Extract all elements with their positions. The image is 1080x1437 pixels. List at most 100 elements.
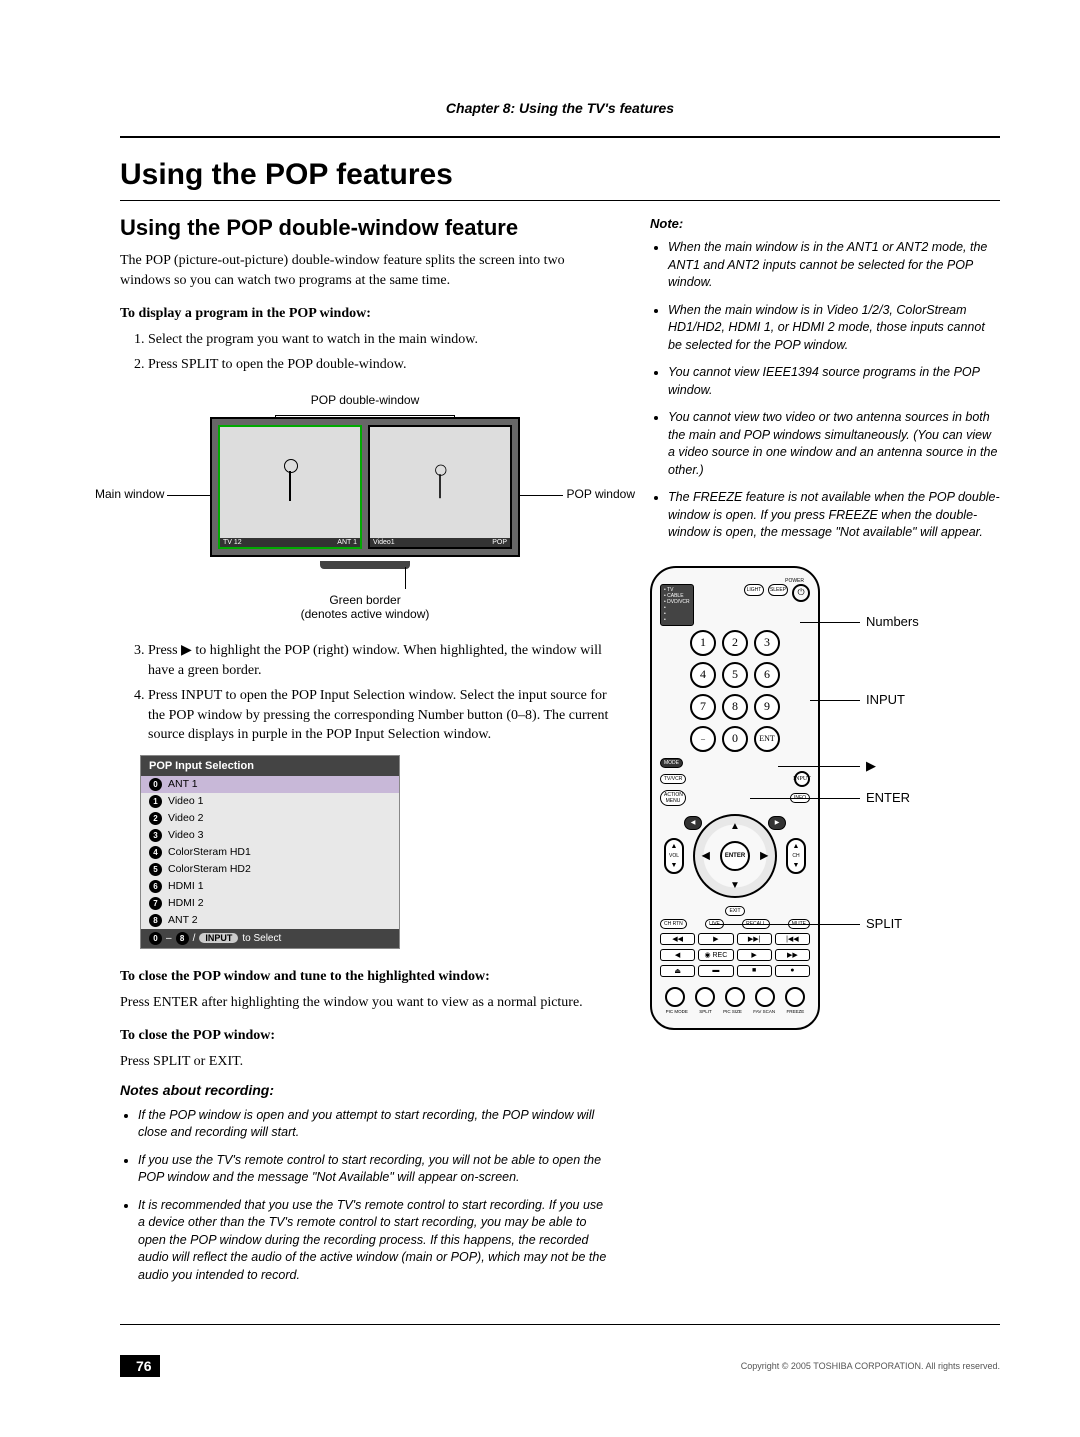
diagram-top-label: POP double-window xyxy=(120,393,610,407)
channel-rocker: ▲CH▼ xyxy=(786,838,806,874)
exit-button: EXIT xyxy=(725,906,744,916)
stick-figure-icon xyxy=(424,463,456,511)
volume-rocker: ▲VOL▼ xyxy=(664,838,684,874)
note-r-4: You cannot view two video or two antenna… xyxy=(668,409,1000,479)
number-badge-icon: 4 xyxy=(149,846,162,859)
pop-sel-label: Video 2 xyxy=(168,812,203,824)
transport-button: ▶▶| xyxy=(737,933,772,945)
pop-window-label: POP window xyxy=(567,487,635,501)
dpad-right-icon: ▶ xyxy=(760,850,768,861)
pop-sel-row: 7HDMI 2 xyxy=(141,895,399,912)
sub-display: To display a program in the POP window: xyxy=(120,304,610,324)
pane2-right: POP xyxy=(492,539,507,546)
transport-button: ⏏ xyxy=(660,965,695,977)
pop-sel-label: ColorSteram HD2 xyxy=(168,863,251,875)
callout-line-split xyxy=(710,924,860,925)
note-r-2: When the main window is in Video 1/2/3, … xyxy=(668,302,1000,355)
sleep-button: SLEEP xyxy=(768,584,788,596)
small-button: CH RTN xyxy=(660,919,687,929)
callout-line-right xyxy=(778,766,860,767)
transport-button: ▬ xyxy=(698,965,733,977)
light-button: LIGHT xyxy=(744,584,764,596)
note-rec-1: If the POP window is open and you attemp… xyxy=(138,1107,610,1142)
pane1-left: TV 12 xyxy=(223,539,242,546)
number-badge-icon: 0 xyxy=(149,778,162,791)
step-2: Press SPLIT to open the POP double-windo… xyxy=(148,355,610,375)
transport-button: |◀◀ xyxy=(775,933,810,945)
callout-line-numbers xyxy=(800,622,860,623)
dpad-down-icon: ▼ xyxy=(730,880,740,891)
right-column: Note: When the main window is in the ANT… xyxy=(650,215,1000,1294)
pop-sel-label: HDMI 2 xyxy=(168,897,204,909)
dpad-area: ▲ ▼ ◀ ▶ ENTER ▲CH▼ ▲VOL▼ ◀ ▶ xyxy=(660,812,810,900)
tvvcr-button: TV/VCR xyxy=(660,774,686,784)
transport-button: ◀ xyxy=(660,949,695,961)
transport-button: ▶ xyxy=(737,949,772,961)
dpad-left-icon: ◀ xyxy=(702,850,710,861)
pop-sel-label: ColorSteram HD1 xyxy=(168,846,251,858)
pic-size-button xyxy=(725,987,745,1007)
note-rec-3: It is recommended that you use the TV's … xyxy=(138,1197,610,1285)
chapter-header: Chapter 8: Using the TV's features xyxy=(120,100,1000,116)
pop-sel-row: 2Video 2 xyxy=(141,810,399,827)
page-number: 76 xyxy=(120,1355,160,1377)
number-badge-icon: 6 xyxy=(149,880,162,893)
note-r-3: You cannot view IEEE1394 source programs… xyxy=(668,364,1000,399)
intro-paragraph: The POP (picture-out-picture) double-win… xyxy=(120,251,610,290)
number-badge-icon: 3 xyxy=(149,829,162,842)
sub-close-tune: To close the POP window and tune to the … xyxy=(120,967,610,987)
number-badge-icon: 5 xyxy=(149,863,162,876)
rule-bottom xyxy=(120,1324,1000,1325)
pop-sel-row: 8 ANT 2 xyxy=(141,912,399,929)
callout-numbers: Numbers xyxy=(866,614,919,629)
number-badge-icon: 8 xyxy=(149,914,162,927)
green-border-label: Green border (denotes active window) xyxy=(175,593,555,621)
pop-sel-row: 4 ColorSteram HD1 xyxy=(141,844,399,861)
number-key: 5 xyxy=(722,662,748,688)
copyright-text: Copyright © 2005 TOSHIBA CORPORATION. Al… xyxy=(741,1361,1000,1371)
callout-enter: ENTER xyxy=(866,790,910,805)
steps-list-cont: Press ▶ to highlight the POP (right) win… xyxy=(148,641,610,745)
page-title: Using the POP features xyxy=(120,158,1000,192)
number-badge-icon: 1 xyxy=(149,795,162,808)
transport-button: ◉ REC xyxy=(698,949,733,961)
number-pad: 123456789–0ENT xyxy=(660,630,810,752)
power-button: ⏻ xyxy=(792,584,810,602)
number-key: 3 xyxy=(754,630,780,656)
pic-mode-button xyxy=(665,987,685,1007)
pop-sel-row: 6HDMI 1 xyxy=(141,878,399,895)
steps-list: Select the program you want to watch in … xyxy=(148,330,610,375)
step-4: Press INPUT to open the POP Input Select… xyxy=(148,686,610,745)
pop-sel-footer: 0 – 8 / INPUT to Select xyxy=(141,929,399,948)
input-button: INPUT xyxy=(794,771,810,787)
pop-sel-label: ANT 1 xyxy=(168,778,198,790)
input-pill: INPUT xyxy=(199,933,238,943)
close-tune-body: Press ENTER after highlighting the windo… xyxy=(120,993,610,1013)
back-button: ◀ xyxy=(684,816,702,830)
callout-line-enter xyxy=(750,798,860,799)
transport-button: ● xyxy=(775,965,810,977)
stick-figure-icon xyxy=(270,457,310,517)
pop-sel-label: Video 1 xyxy=(168,795,203,807)
enter-button: ENTER xyxy=(720,841,750,871)
page-container: Chapter 8: Using the TV's features Using… xyxy=(0,0,1080,1437)
number-key: 9 xyxy=(754,694,780,720)
pane1-right: ANT 1 xyxy=(337,539,357,546)
number-key: 8 xyxy=(722,694,748,720)
rule-under-h1 xyxy=(120,200,1000,201)
number-key: – xyxy=(690,726,716,752)
page-footer: 76 Copyright © 2005 TOSHIBA CORPORATION.… xyxy=(120,1355,1000,1377)
tv-stand xyxy=(320,561,410,569)
fav-scan-button xyxy=(755,987,775,1007)
notes-recording-list: If the POP window is open and you attemp… xyxy=(138,1107,610,1285)
two-column-layout: Using the POP double-window feature The … xyxy=(120,215,1000,1294)
pane2-left: Video1 xyxy=(373,539,395,546)
bottom-button-label: PIC SIZE xyxy=(723,1009,742,1014)
pop-sel-label: Video 3 xyxy=(168,829,203,841)
bottom-row xyxy=(660,987,810,1007)
bottom-button-label: SPLIT xyxy=(699,1009,712,1014)
pane1-bar: TV 12 ANT 1 xyxy=(220,538,360,547)
remote-diagram: POWER • TV• CABLE• DVD/VCR••• LIGHT SLEE… xyxy=(650,566,1000,1030)
pop-sel-label: ANT 2 xyxy=(168,914,198,926)
sub-close: To close the POP window: xyxy=(120,1026,610,1046)
